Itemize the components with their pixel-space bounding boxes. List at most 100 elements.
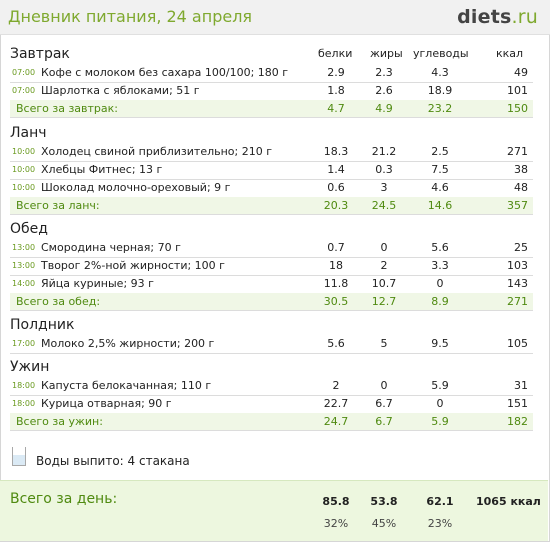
food-protein: 5.6 xyxy=(327,337,345,350)
food-kcal: 38 xyxy=(514,163,528,176)
meal-title-breakfast: Завтрак xyxy=(10,46,70,62)
food-fat: 2.6 xyxy=(375,84,393,97)
total-carbs: 23.2 xyxy=(427,102,453,115)
food-carbs: 5.6 xyxy=(431,241,449,254)
food-kcal: 143 xyxy=(507,277,528,290)
column-header-protein: белки xyxy=(318,47,353,60)
food-protein: 2.9 xyxy=(327,66,345,79)
total-carbs: 14.6 xyxy=(427,199,453,212)
total-protein: 30.5 xyxy=(323,295,349,308)
column-header-carbs: углеводы xyxy=(413,47,469,60)
food-fat: 2.3 xyxy=(375,66,393,79)
day-total-fat: 53.8 xyxy=(370,495,398,508)
meal-total-lunch: Всего за ланч: 20.3 24.5 14.6 357 xyxy=(10,197,533,215)
total-kcal: 271 xyxy=(507,295,528,308)
food-time: 14:00 xyxy=(12,279,36,288)
food-protein: 1.8 xyxy=(327,84,345,97)
food-kcal: 103 xyxy=(507,259,528,272)
logo-suffix: .ru xyxy=(511,6,538,28)
food-kcal: 151 xyxy=(507,397,528,410)
meal-total-supper: Всего за ужин: 24.7 6.7 5.9 182 xyxy=(10,413,533,431)
food-row[interactable]: 10:00 Хлебцы Фитнес; 13 г 1.4 0.3 7.5 38 xyxy=(10,161,533,180)
food-row[interactable]: 17:00 Молоко 2,5% жирности; 200 г 5.6 5 … xyxy=(10,335,533,354)
food-carbs: 5.9 xyxy=(431,379,449,392)
food-kcal: 49 xyxy=(514,66,528,79)
food-carbs: 18.9 xyxy=(427,84,453,97)
total-kcal: 357 xyxy=(507,199,528,212)
food-carbs: 2.5 xyxy=(431,145,449,158)
food-time: 18:00 xyxy=(12,381,36,390)
food-row[interactable]: 13:00 Смородина черная; 70 г 0.7 0 5.6 2… xyxy=(10,239,533,258)
food-name: Капуста белокачанная; 110 г xyxy=(41,379,212,392)
glass-icon xyxy=(12,447,26,466)
food-fat: 3 xyxy=(380,181,388,194)
food-carbs: 4.6 xyxy=(431,181,449,194)
food-protein: 1.4 xyxy=(327,163,345,176)
meal-title-supper: Ужин xyxy=(10,359,50,375)
meal-total-dinner: Всего за обед: 30.5 12.7 8.9 271 xyxy=(10,293,533,311)
food-name: Шоколад молочно-ореховый; 9 г xyxy=(41,181,231,194)
food-name: Хлебцы Фитнес; 13 г xyxy=(41,163,163,176)
water-intake-text: Воды выпито: 4 стакана xyxy=(36,454,190,468)
total-label: Всего за обед: xyxy=(16,295,101,308)
total-kcal: 150 xyxy=(507,102,528,115)
total-protein: 20.3 xyxy=(323,199,349,212)
site-logo[interactable]: diets.ru xyxy=(457,6,538,28)
food-fat: 5 xyxy=(380,337,388,350)
food-name: Яйца куриные; 93 г xyxy=(41,277,154,290)
food-time: 10:00 xyxy=(12,165,36,174)
day-total-protein: 85.8 xyxy=(322,495,350,508)
total-protein: 4.7 xyxy=(327,102,345,115)
column-header-kcal: ккал xyxy=(496,47,524,60)
food-fat: 0 xyxy=(380,241,388,254)
food-row[interactable]: 10:00 Шоколад молочно-ореховый; 9 г 0.6 … xyxy=(10,179,533,198)
food-protein: 0.6 xyxy=(327,181,345,194)
food-time: 07:00 xyxy=(12,86,36,95)
food-row[interactable]: 18:00 Капуста белокачанная; 110 г 2 0 5.… xyxy=(10,377,533,396)
food-carbs: 7.5 xyxy=(431,163,449,176)
food-kcal: 101 xyxy=(507,84,528,97)
food-carbs: 9.5 xyxy=(431,337,449,350)
total-carbs: 8.9 xyxy=(431,295,449,308)
food-kcal: 48 xyxy=(514,181,528,194)
food-protein: 22.7 xyxy=(323,397,349,410)
food-time: 18:00 xyxy=(12,399,36,408)
meal-title-snack: Полдник xyxy=(10,317,75,333)
total-fat: 6.7 xyxy=(375,415,393,428)
food-kcal: 105 xyxy=(507,337,528,350)
food-row[interactable]: 10:00 Холодец свиной приблизительно; 210… xyxy=(10,143,533,162)
day-total-label: Всего за день: xyxy=(10,491,118,507)
food-name: Творог 2%-ной жирности; 100 г xyxy=(41,259,225,272)
food-protein: 2 xyxy=(332,379,340,392)
food-kcal: 271 xyxy=(507,145,528,158)
food-row[interactable]: 18:00 Курица отварная; 90 г 22.7 6.7 0 1… xyxy=(10,395,533,414)
food-row[interactable]: 07:00 Шарлотка с яблоками; 51 г 1.8 2.6 … xyxy=(10,82,533,101)
food-protein: 0.7 xyxy=(327,241,345,254)
food-fat: 10.7 xyxy=(371,277,397,290)
food-protein: 18.3 xyxy=(323,145,349,158)
food-row[interactable]: 13:00 Творог 2%-ной жирности; 100 г 18 2… xyxy=(10,257,533,276)
total-label: Всего за ланч: xyxy=(16,199,100,212)
food-fat: 21.2 xyxy=(371,145,397,158)
food-name: Курица отварная; 90 г xyxy=(41,397,172,410)
total-carbs: 5.9 xyxy=(431,415,449,428)
food-name: Кофе с молоком без сахара 100/100; 180 г xyxy=(41,66,289,79)
food-kcal: 31 xyxy=(514,379,528,392)
total-label: Всего за завтрак: xyxy=(16,102,119,115)
food-protein: 18 xyxy=(329,259,343,272)
food-time: 10:00 xyxy=(12,183,36,192)
day-total-carbs: 62.1 xyxy=(426,495,454,508)
total-protein: 24.7 xyxy=(323,415,349,428)
day-total-panel: Всего за день: 85.8 53.8 62.1 1065 ккал … xyxy=(0,480,548,541)
food-name: Холодец свиной приблизительно; 210 г xyxy=(41,145,272,158)
food-row[interactable]: 07:00 Кофе с молоком без сахара 100/100;… xyxy=(10,64,533,83)
food-time: 10:00 xyxy=(12,147,36,156)
food-name: Смородина черная; 70 г xyxy=(41,241,181,254)
food-fat: 2 xyxy=(380,259,388,272)
total-label: Всего за ужин: xyxy=(16,415,103,428)
food-name: Молоко 2,5% жирности; 200 г xyxy=(41,337,215,350)
food-time: 07:00 xyxy=(12,68,36,77)
food-name: Шарлотка с яблоками; 51 г xyxy=(41,84,200,97)
logo-main: diets xyxy=(457,6,512,28)
food-row[interactable]: 14:00 Яйца куриные; 93 г 11.8 10.7 0 143 xyxy=(10,275,533,294)
